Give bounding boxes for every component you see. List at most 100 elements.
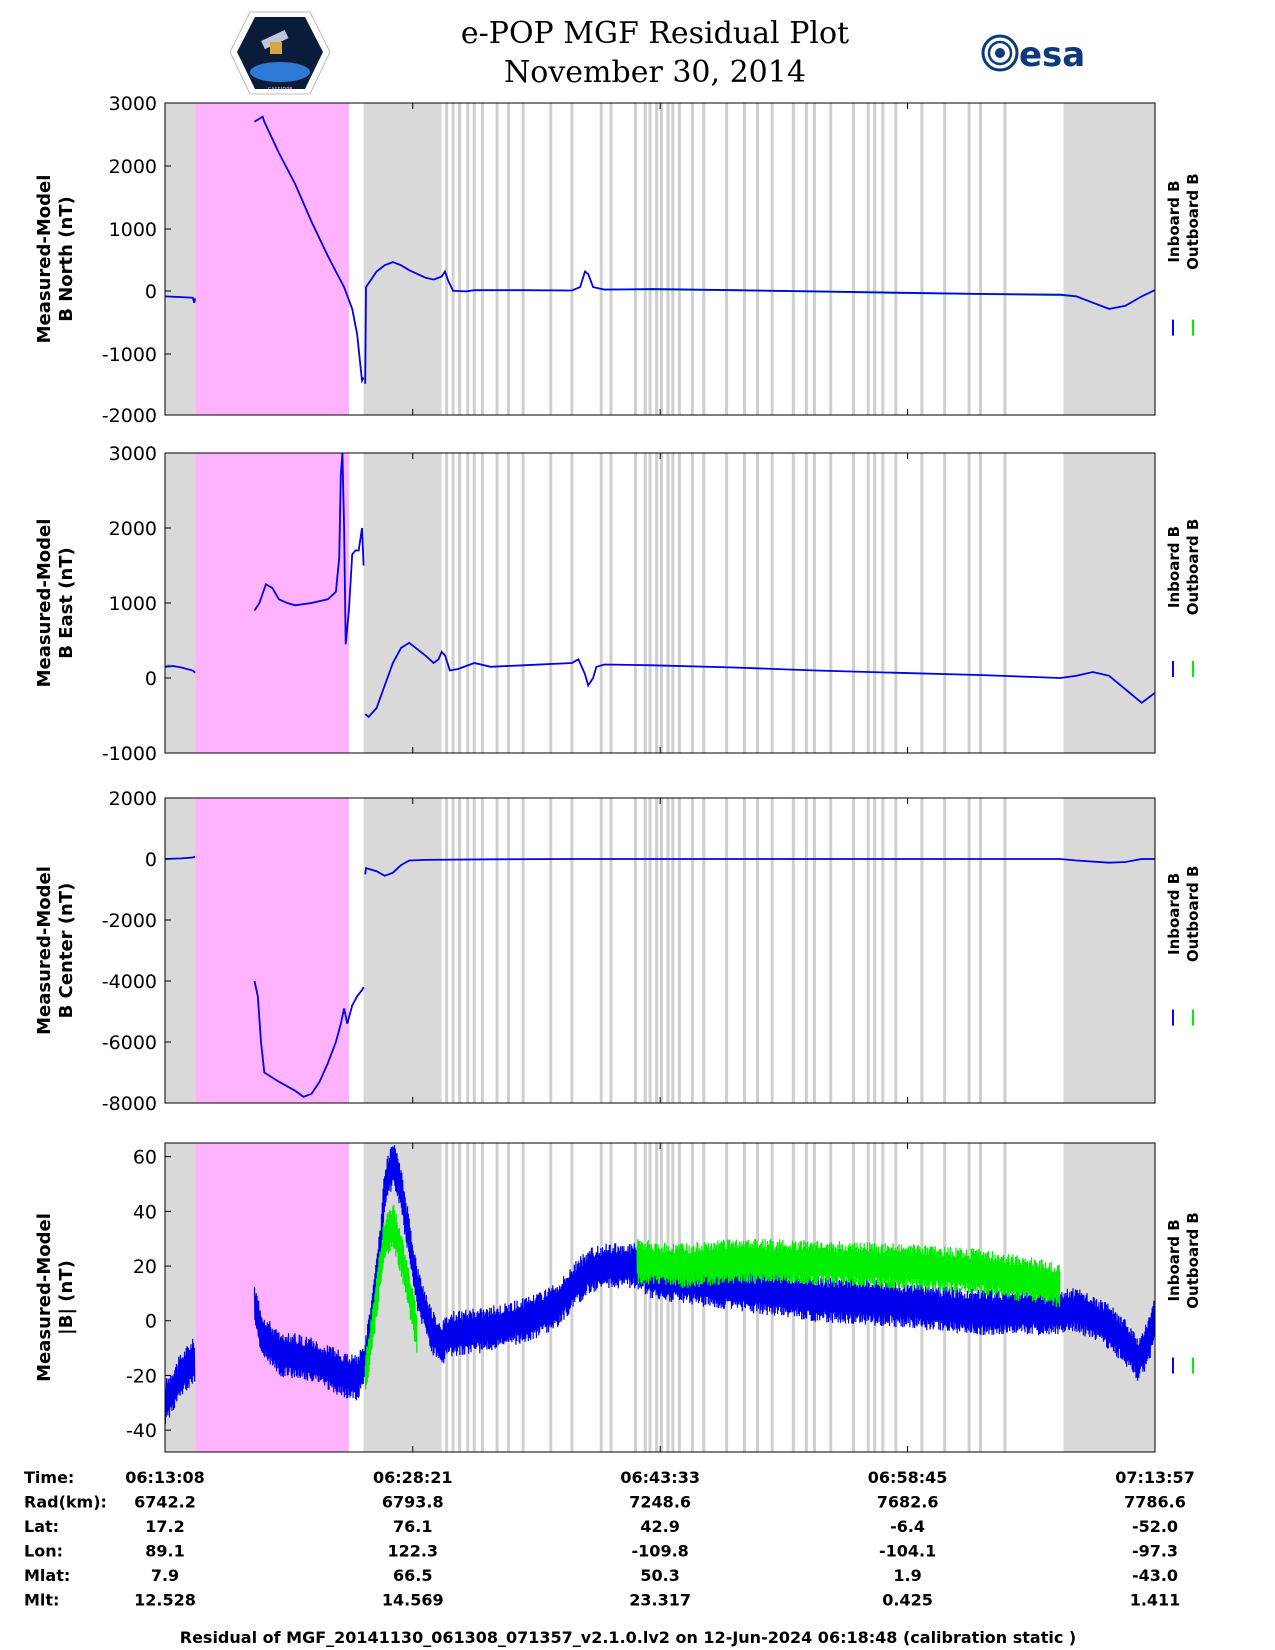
esa-logo: esa: [981, 34, 1085, 75]
series-line-inboard-b: [165, 295, 196, 303]
gray-gap-line: [521, 103, 525, 415]
orbit-row-value: 14.569: [382, 1591, 444, 1610]
gray-shade-region: [165, 798, 196, 1103]
gray-gap-line: [873, 453, 877, 753]
gray-gap-line: [458, 798, 462, 1103]
gray-gap-line: [770, 798, 774, 1103]
orbit-row-value: 50.3: [640, 1566, 679, 1585]
orbit-row-value: 7682.6: [877, 1493, 939, 1512]
y-tick-label: 60: [133, 1147, 157, 1169]
chart-title: e-POP MGF Residual Plot: [461, 16, 849, 51]
pink-shade-region: [195, 453, 349, 753]
gray-gap-line: [866, 453, 870, 753]
orbit-row-value: 6742.2: [134, 1493, 196, 1512]
legend-label-inboard: Inboard B: [1165, 873, 1183, 955]
gray-gap-line: [725, 453, 729, 753]
y-tick-label: 2000: [109, 156, 157, 178]
gray-gap-line: [655, 103, 659, 415]
legend: Inboard B Outboard B: [1165, 519, 1202, 677]
legend-label-inboard: Inboard B: [1165, 180, 1183, 262]
legend-label-outboard: Outboard B: [1184, 173, 1202, 270]
gray-gap-line: [655, 1143, 659, 1452]
series-line-outboard-b: [636, 1238, 1061, 1308]
gray-gap-line: [506, 453, 510, 753]
y-tick-label: -2000: [102, 910, 157, 932]
gray-gap-line: [521, 798, 525, 1103]
gray-gap-line: [659, 453, 663, 753]
gray-gap-line: [1003, 798, 1007, 1103]
series-line-inboard-b: [364, 261, 1155, 384]
orbit-row-label: Mlat:: [24, 1566, 70, 1585]
gray-gap-line: [451, 798, 455, 1103]
panel-north-plot-area: [165, 103, 1155, 415]
gray-shade-region: [1063, 103, 1155, 415]
gray-gap-line: [609, 798, 613, 1103]
gray-gap-line: [1003, 103, 1007, 415]
gray-gap-line: [480, 453, 484, 753]
panel-east-plot-area: [165, 453, 1155, 753]
y-tick-label: -6000: [102, 1032, 157, 1054]
legend: Inboard B Outboard B: [1165, 173, 1202, 336]
gray-gap-line: [894, 103, 898, 415]
panel-total: 60 40 20 0 -20 -40 Measured-Model |B| (nT) Inboa…: [34, 1142, 1202, 1453]
series-line-inboard-b: [165, 1338, 196, 1425]
orbit-row-label: Time:: [24, 1468, 74, 1487]
series-line-inboard-b: [364, 858, 1155, 877]
gray-gap-line: [472, 798, 476, 1103]
legend: Inboard B Outboard B: [1165, 1212, 1202, 1374]
orbit-row-value: 66.5: [393, 1566, 432, 1585]
gray-gap-line: [920, 103, 924, 415]
series-line-outboard-b: [364, 1204, 418, 1390]
gray-gap-line: [466, 103, 470, 415]
orbit-row-value: -97.3: [1132, 1542, 1178, 1561]
gray-gap-line: [881, 103, 885, 415]
panel-north: 3000 2000 1000 0 -1000 -2000 Measured-Model B N…: [34, 93, 1202, 427]
series-line-inboard-b: [253, 1144, 1155, 1401]
series-line-inboard-b: [364, 641, 1155, 719]
y-tick-label: 0: [145, 668, 157, 690]
gray-gap-line: [702, 103, 706, 415]
gray-gap-line: [770, 453, 774, 753]
y-axis-label-line1: Measured-Model: [34, 175, 55, 344]
y-tick-label: -2000: [102, 405, 157, 427]
gray-gap-line: [472, 103, 476, 415]
gray-gap-line: [967, 798, 971, 1103]
y-axis-label-line1: Measured-Model: [34, 866, 55, 1035]
orbit-row-value: 06:58:45: [868, 1468, 948, 1487]
y-tick-label: -40: [126, 1420, 157, 1442]
gray-gap-line: [881, 798, 885, 1103]
y-axis-label-line2: B Center (nT): [56, 883, 77, 1019]
gray-gap-line: [671, 798, 675, 1103]
series-line-inboard-b: [253, 453, 365, 645]
gray-gap-line: [458, 103, 462, 415]
gray-gap-line: [1003, 453, 1007, 753]
gray-gap-line: [873, 798, 877, 1103]
orbit-row-value: 7.9: [151, 1566, 179, 1585]
gray-gap-line: [480, 798, 484, 1103]
gray-gap-line: [852, 103, 856, 415]
gray-gap-line: [445, 798, 449, 1103]
gray-gap-line: [920, 453, 924, 753]
gray-gap-line: [967, 103, 971, 415]
series-line-inboard-b: [165, 855, 196, 860]
panel-east: 3000 2000 1000 0 -1000 Measured-Model B East (…: [34, 443, 1202, 765]
y-tick-label: 0: [145, 849, 157, 871]
gray-gap-line: [812, 103, 816, 415]
y-axis-label-line1: Measured-Model: [34, 1213, 55, 1382]
gray-gap-line: [633, 798, 637, 1103]
orbit-row-label: Rad(km):: [24, 1493, 107, 1512]
gray-gap-line: [873, 103, 877, 415]
gray-gap-line: [666, 103, 670, 415]
gray-shade-region: [1063, 453, 1155, 753]
orbit-row-value: 7248.6: [629, 1493, 691, 1512]
footer-text: Residual of MGF_20141130_061308_071357_v…: [180, 1628, 1076, 1647]
gray-gap-line: [804, 103, 808, 415]
gray-gap-line: [495, 453, 499, 753]
gray-gap-line: [643, 453, 647, 753]
gray-gap-line: [791, 453, 795, 753]
gray-gap-line: [756, 103, 760, 415]
gray-gap-line: [967, 453, 971, 753]
gray-gap-line: [549, 453, 553, 753]
gray-gap-line: [609, 453, 613, 753]
gray-gap-line: [480, 1143, 484, 1452]
